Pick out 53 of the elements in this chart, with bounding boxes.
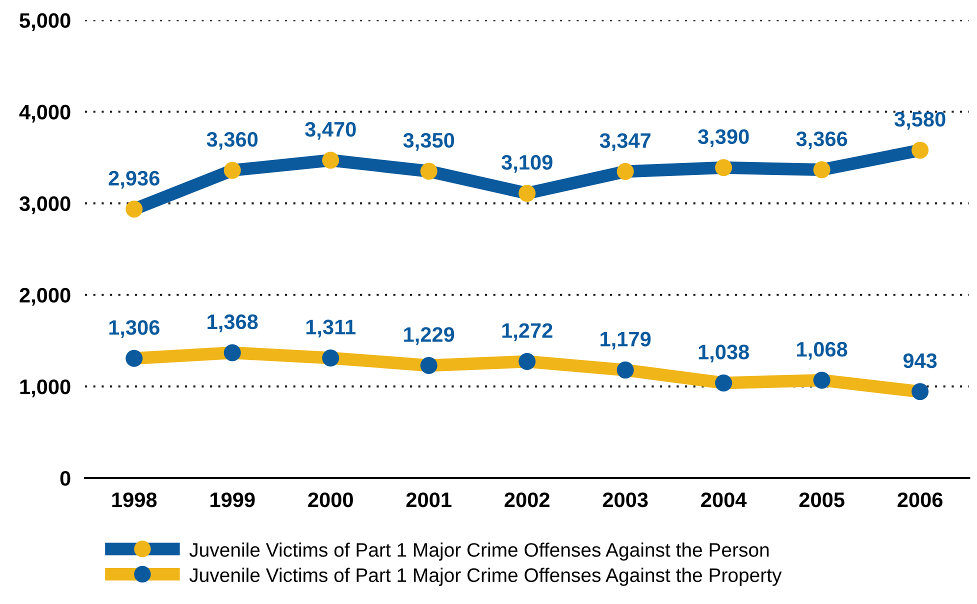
data-label: 1,306 <box>109 320 160 338</box>
x-tick-label: 2002 <box>504 492 550 508</box>
x-tick-label: 2005 <box>799 492 844 508</box>
point <box>420 356 438 374</box>
data-label: 1,368 <box>208 314 258 332</box>
point <box>518 353 536 370</box>
y-tick-label: 5,000 <box>20 13 70 31</box>
legend-label: Juvenile Victims of Part 1 Major Crime Offenses Against the Person <box>189 542 769 561</box>
point <box>715 374 732 392</box>
data-label: 1,311 <box>306 320 356 338</box>
y-tick-label: 1,000 <box>20 379 70 398</box>
data-label: 3,109 <box>502 155 552 173</box>
x-tick-label: 2004 <box>701 492 747 508</box>
point <box>322 349 340 366</box>
x-tick-label: 1998 <box>112 492 157 508</box>
point <box>813 161 830 178</box>
data-label: 1,179 <box>600 332 651 350</box>
x-tick-label: 2003 <box>602 492 648 508</box>
y-tick-label: 4,000 <box>19 104 70 123</box>
point <box>813 372 830 389</box>
point <box>126 200 143 218</box>
point <box>224 344 241 362</box>
data-label: 3,360 <box>206 132 258 150</box>
data-label: 3,347 <box>600 133 650 151</box>
data-label: 3,470 <box>305 122 356 140</box>
point <box>616 362 634 379</box>
point <box>224 162 241 179</box>
point <box>126 350 143 367</box>
data-label: 1,068 <box>797 342 848 360</box>
data-label: 3,350 <box>403 132 454 151</box>
x-tick-label: 2000 <box>308 492 353 508</box>
point <box>715 159 732 176</box>
point <box>912 142 929 159</box>
data-label: 2,936 <box>108 170 160 189</box>
data-label: 1,229 <box>404 327 454 345</box>
data-label: 1,038 <box>698 344 750 362</box>
x-tick-label: 2006 <box>898 492 942 508</box>
data-label: 3,580 <box>894 112 946 130</box>
y-tick-label: 0 <box>60 471 70 486</box>
point <box>518 184 536 202</box>
data-label: 943 <box>903 353 937 368</box>
point <box>616 163 634 180</box>
y-tick-label: 2,000 <box>20 288 70 306</box>
y-tick-label: 3,000 <box>19 196 70 214</box>
point <box>912 383 929 400</box>
point <box>322 152 340 169</box>
legend-label: Juvenile Victims of Part 1 Major Crime Offenses Against the Property <box>189 568 782 586</box>
x-tick-label: 1999 <box>210 492 255 508</box>
data-label: 1,272 <box>502 323 552 341</box>
data-label: 3,366 <box>796 131 848 150</box>
point <box>420 162 438 180</box>
data-label: 3,390 <box>698 129 749 148</box>
x-tick-label: 2001 <box>406 492 452 508</box>
